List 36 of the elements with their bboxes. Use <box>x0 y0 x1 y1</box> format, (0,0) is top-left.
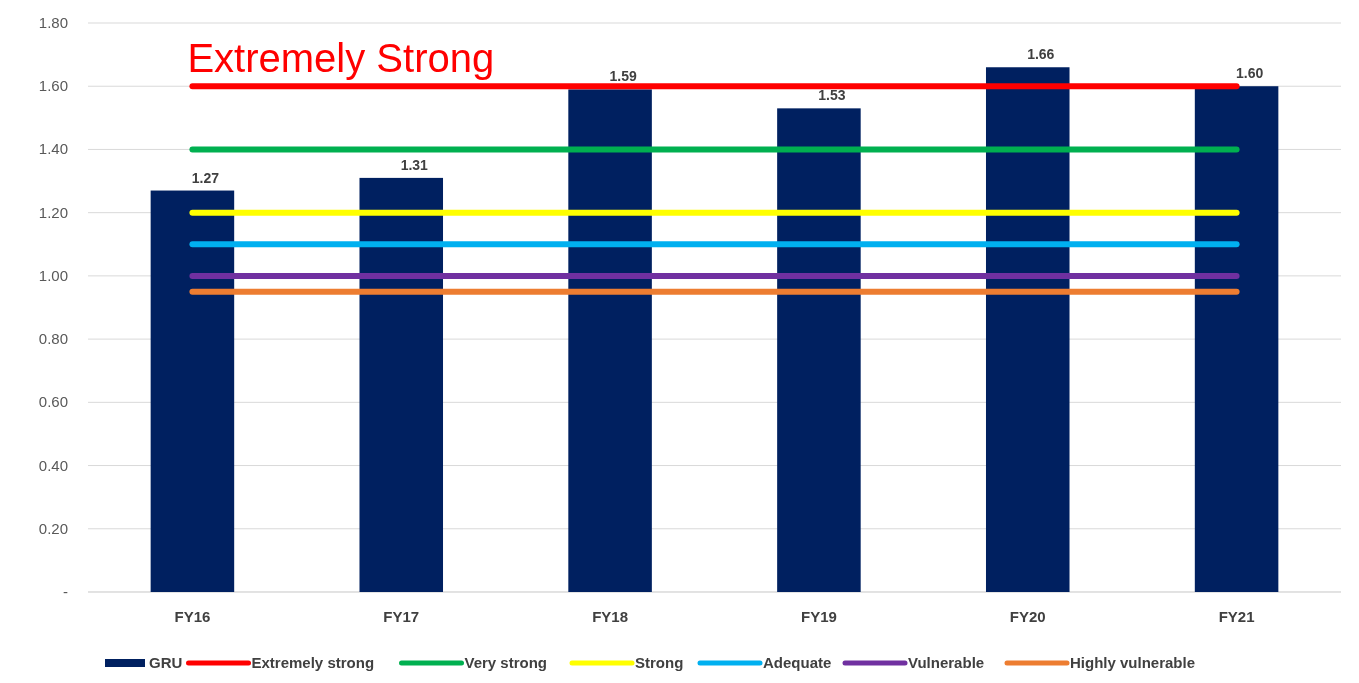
data-label: 1.27 <box>191 169 220 186</box>
bar <box>568 89 652 592</box>
y-tick-label: 0.80 <box>38 330 68 348</box>
legend-label: Highly vulnerable <box>1070 654 1196 671</box>
y-tick-label: 0.20 <box>38 519 68 537</box>
data-label: 1.31 <box>400 156 429 173</box>
legend-label: Extremely strong <box>251 654 375 671</box>
y-tick-label: 0.60 <box>38 393 68 411</box>
legend-label: Very strong <box>464 654 548 671</box>
x-tick-label: FY17 <box>383 608 420 625</box>
legend-label: Strong <box>635 654 684 671</box>
y-tick-label: 0.40 <box>38 456 68 474</box>
y-tick-label: 1.40 <box>38 140 68 158</box>
bar <box>150 190 235 592</box>
annotation: Extremely Strong <box>187 36 495 81</box>
y-tick-label: - <box>63 583 68 600</box>
data-label: 1.53 <box>818 87 846 104</box>
legend-label: Vulnerable <box>908 654 985 671</box>
x-tick-label: FY20 <box>1009 608 1046 625</box>
bar <box>1194 86 1279 592</box>
x-tick-label: FY16 <box>174 608 211 625</box>
y-tick-label: 1.80 <box>38 14 68 31</box>
data-label: 1.59 <box>609 68 637 85</box>
x-tick-label: FY21 <box>1218 608 1255 625</box>
bar <box>777 108 861 592</box>
data-label: 1.60 <box>1235 65 1264 82</box>
bar <box>359 177 444 592</box>
legend-label: Adequate <box>763 654 832 671</box>
x-tick-label: FY19 <box>800 608 837 625</box>
y-tick-label: 1.00 <box>38 266 68 284</box>
y-tick-label: 1.20 <box>38 203 68 221</box>
bar <box>985 67 1070 592</box>
y-tick-label: 1.60 <box>38 77 68 95</box>
legend-label: GRU <box>149 654 183 671</box>
data-label: 1.66 <box>1027 46 1055 63</box>
x-tick-label: FY18 <box>592 608 629 625</box>
